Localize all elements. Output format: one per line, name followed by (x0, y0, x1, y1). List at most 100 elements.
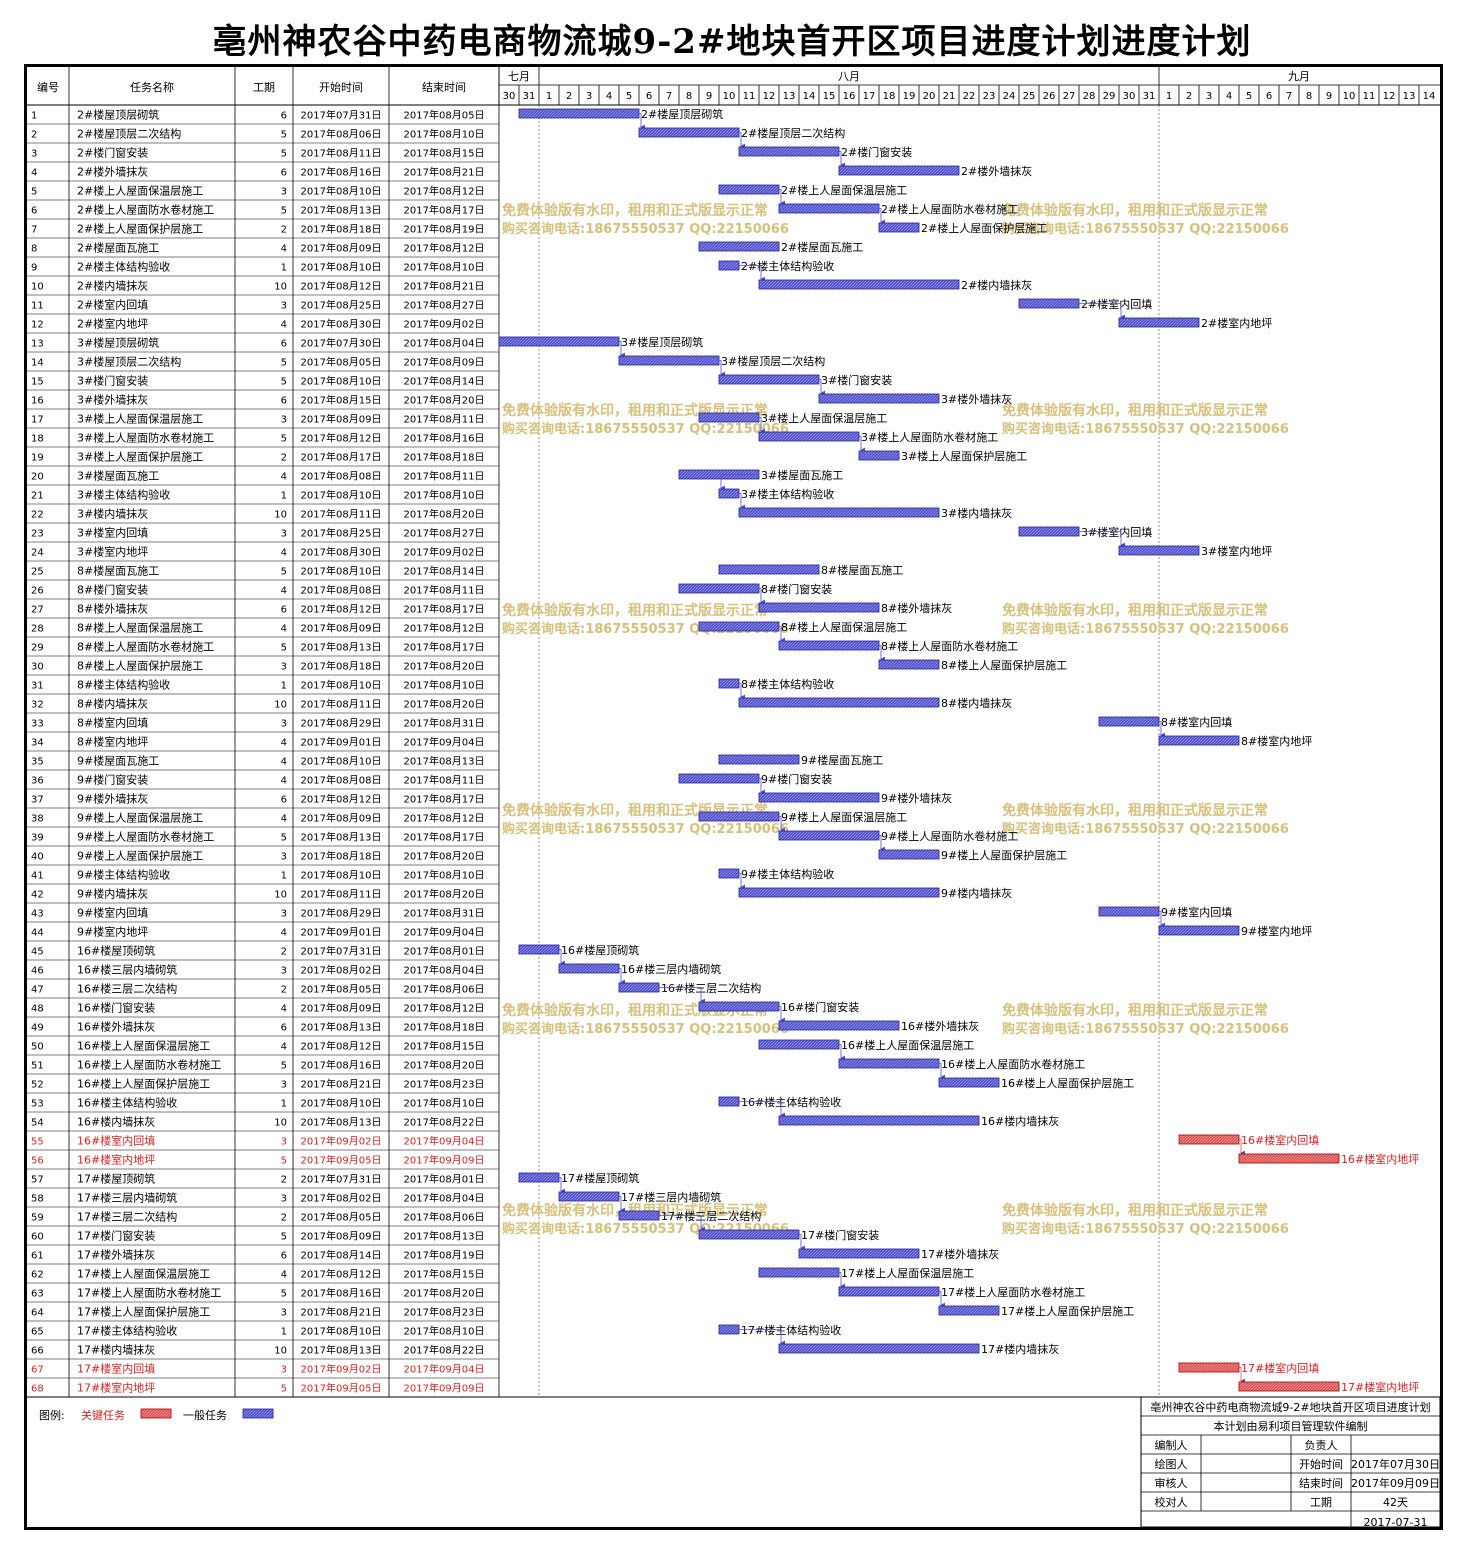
dependency-arrow (879, 835, 885, 852)
task-duration: 6 (281, 339, 287, 350)
gantt-bar (518, 944, 560, 955)
task-start: 2017年08月14日 (301, 1249, 382, 1262)
task-start: 2017年08月02日 (301, 964, 382, 977)
task-duration: 10 (274, 282, 287, 293)
day-label: 15 (823, 91, 836, 102)
task-no: 42 (31, 890, 44, 901)
gantt-bar (678, 773, 760, 784)
task-name: 16#楼上人屋面保护层施工 (77, 1077, 210, 1091)
bar-label: 2#楼上人屋面保护层施工 (921, 221, 1047, 235)
task-no: 12 (31, 320, 44, 331)
task-no: 26 (31, 586, 44, 597)
dependency-arrow (739, 1329, 785, 1346)
task-duration: 6 (281, 1023, 287, 1034)
task-duration: 2 (281, 985, 287, 996)
day-label: 18 (883, 91, 896, 102)
task-start: 2017年08月05日 (301, 1211, 382, 1224)
task-name: 16#楼三层内墙砌筑 (77, 963, 177, 977)
task-name: 2#楼室内地坪 (77, 317, 148, 331)
day-label: 14 (803, 91, 816, 102)
task-no: 52 (31, 1080, 44, 1091)
dependency-arrow (559, 949, 565, 966)
watermark-line: 免费体验版有水印，租用和正式版显示正常 (1002, 802, 1268, 819)
task-no: 19 (31, 453, 44, 464)
bar-label: 17#楼三层内墙砌筑 (621, 1190, 721, 1204)
task-start: 2017年08月25日 (301, 527, 382, 540)
task-name: 17#楼室内地坪 (77, 1381, 155, 1395)
task-start: 2017年08月10日 (301, 261, 382, 274)
task-duration: 3 (281, 1080, 287, 1091)
gantt-bar (778, 830, 880, 841)
task-name: 2#楼上人屋面防水卷材施工 (77, 203, 214, 217)
task-name: 3#楼内墙抹灰 (77, 507, 148, 521)
task-start: 2017年08月13日 (301, 1021, 382, 1034)
task-no: 13 (31, 339, 44, 350)
task-end: 2017年08月21日 (404, 166, 485, 179)
task-no: 45 (31, 947, 44, 958)
day-label: 7 (666, 91, 672, 102)
dependency-arrow (1159, 911, 1165, 928)
task-duration: 1 (281, 1099, 287, 1110)
day-label: 2 (1186, 91, 1192, 102)
task-duration: 5 (281, 1289, 287, 1300)
task-no: 62 (31, 1270, 44, 1281)
month-label: 八月 (838, 70, 860, 83)
gantt-bar (1098, 906, 1160, 917)
task-start: 2017年08月29日 (301, 717, 382, 730)
task-start: 2017年09月05日 (301, 1382, 382, 1395)
task-no: 30 (31, 662, 44, 673)
bar-label: 16#楼三层内墙砌筑 (621, 962, 721, 976)
watermark-line: 购买咨询电话:18675550537 QQ:22150066 (1002, 421, 1289, 437)
task-no: 58 (31, 1194, 44, 1205)
task-duration: 10 (274, 1346, 287, 1357)
day-label: 9 (706, 91, 712, 102)
task-duration: 3 (281, 1308, 287, 1319)
gantt-bar (518, 108, 640, 119)
task-no: 5 (31, 187, 37, 198)
task-end: 2017年09月04日 (404, 736, 485, 749)
legend-normal-label: 一般任务 (183, 1409, 227, 1422)
dependency-arrow (719, 360, 725, 377)
bar-label: 2#楼屋顶层二次结构 (741, 126, 845, 140)
task-name: 17#楼上人屋面保护层施工 (77, 1305, 210, 1319)
task-name: 9#楼主体结构验收 (77, 868, 170, 882)
task-start: 2017年08月09日 (301, 1230, 382, 1243)
watermark-line: 购买咨询电话:18675550537 QQ:22150066 (1002, 221, 1289, 237)
dependency-arrow (739, 265, 765, 282)
day-label: 13 (1403, 91, 1416, 102)
task-end: 2017年08月11日 (404, 413, 485, 426)
task-no: 4 (31, 168, 37, 179)
task-no: 7 (31, 225, 37, 236)
task-duration: 6 (281, 795, 287, 806)
bar-label: 3#楼屋顶层二次结构 (721, 354, 825, 368)
task-no: 39 (31, 833, 44, 844)
task-name: 2#楼外墙抹灰 (77, 165, 148, 179)
task-duration: 4 (281, 1270, 287, 1281)
task-duration: 5 (281, 567, 287, 578)
bar-label: 3#楼外墙抹灰 (941, 392, 1012, 406)
bar-label: 2#楼主体结构验收 (741, 259, 834, 273)
task-end: 2017年08月10日 (404, 489, 485, 502)
bar-label: 3#楼屋面瓦施工 (761, 468, 843, 482)
task-name: 2#楼上人屋面保护层施工 (77, 222, 203, 236)
footer-box (1140, 1396, 1440, 1527)
task-end: 2017年08月17日 (404, 793, 485, 806)
task-no: 47 (31, 985, 44, 996)
gantt-bar (718, 1096, 740, 1107)
task-end: 2017年08月11日 (404, 584, 485, 597)
task-no: 48 (31, 1004, 44, 1015)
gantt-bar (498, 336, 620, 347)
task-name: 16#楼上人屋面防水卷材施工 (77, 1058, 221, 1072)
footer-cell: 结束时间 (1299, 1477, 1343, 1490)
gantt-bar (558, 1191, 620, 1202)
task-end: 2017年08月15日 (404, 147, 485, 160)
task-start: 2017年08月05日 (301, 356, 382, 369)
gantt-bar (698, 811, 780, 822)
watermark-line: 免费体验版有水印，租用和正式版显示正常 (1002, 402, 1268, 419)
task-name: 9#楼内墙抹灰 (77, 887, 148, 901)
task-name: 17#楼外墙抹灰 (77, 1248, 155, 1262)
task-no: 49 (31, 1023, 44, 1034)
task-end: 2017年08月05日 (404, 109, 485, 122)
task-end: 2017年08月31日 (404, 907, 485, 920)
bar-label: 16#楼主体结构验收 (741, 1095, 841, 1109)
